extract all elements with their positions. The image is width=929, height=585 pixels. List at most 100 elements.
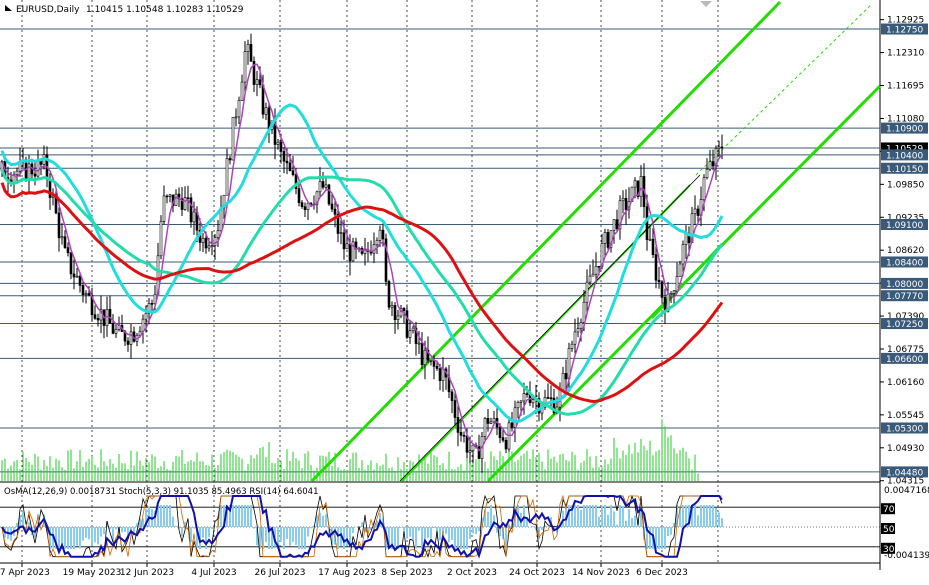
candle [168, 193, 172, 203]
price-level-tag-bg [881, 142, 928, 154]
time-axis-label: 12 Jun 2023 [120, 568, 174, 578]
price-level-tag-bg [881, 422, 928, 434]
candle-body [279, 141, 283, 152]
candle-body [141, 318, 145, 332]
candle-body [657, 279, 661, 283]
candle-body [450, 391, 454, 401]
candle-body [423, 349, 427, 366]
candle [78, 273, 82, 293]
osc-level-tag: 30 [881, 542, 895, 555]
candle [165, 194, 169, 204]
candle-body [351, 241, 355, 262]
candle-body [531, 399, 535, 404]
candle-body [225, 158, 229, 196]
price-axis-label: 1.12925 [887, 16, 924, 26]
candle [387, 279, 391, 310]
candle-body [576, 328, 580, 333]
candle-body [144, 312, 148, 320]
candle-body [138, 330, 142, 336]
candle [138, 326, 142, 337]
candle-body [561, 372, 565, 391]
candle [636, 180, 640, 200]
channel-bottom-segment [651, 243, 723, 319]
candle [243, 41, 247, 93]
candle [240, 74, 244, 101]
candle [114, 323, 118, 338]
candle [339, 219, 343, 245]
candle-body [645, 206, 649, 240]
candle [564, 359, 568, 393]
price-axis-label: 1.12310 [887, 49, 924, 59]
candle [63, 230, 67, 249]
candle [276, 139, 280, 150]
oscillator-pane: OsMA(12,26,9) 0.0018731 Stoch(5,3,3) 91.… [0, 486, 929, 561]
candle [180, 186, 184, 216]
candle-body [300, 202, 304, 207]
candle-body [456, 417, 460, 433]
candle-body [387, 281, 391, 308]
price-level-tag-bg [881, 318, 928, 330]
candle-body [75, 275, 79, 278]
candle-body [255, 79, 259, 85]
candle-body [510, 422, 514, 428]
candle [300, 200, 304, 209]
candle-body [237, 100, 241, 118]
candle [75, 268, 79, 278]
candle [477, 434, 481, 459]
price-axis-label: 1.04930 [887, 444, 924, 454]
price-axis-label: 1.11080 [887, 114, 924, 124]
candle [462, 431, 466, 443]
candle [426, 336, 430, 364]
candle-body [213, 237, 217, 246]
candle-body [303, 206, 307, 210]
price-level-tag-bg [881, 290, 928, 302]
candle-body [93, 314, 97, 319]
candle [108, 295, 112, 324]
candle-body [684, 233, 688, 245]
candle-body [708, 161, 712, 170]
candle [264, 102, 268, 121]
candle-body [183, 197, 187, 210]
candle-body [282, 151, 286, 162]
candle-body [633, 180, 637, 188]
candle [696, 205, 700, 224]
candle [618, 195, 622, 240]
candle-body [639, 176, 643, 197]
candle-body [492, 418, 496, 423]
osc-axis-bottom: -0.0041390 [884, 551, 929, 561]
candle [453, 390, 457, 426]
candle-body [15, 170, 19, 175]
candle [711, 149, 715, 171]
candle-body [579, 322, 583, 329]
candle-body [168, 194, 172, 197]
candle-body [66, 247, 70, 254]
candle [606, 229, 610, 250]
candle [660, 280, 664, 304]
candle [438, 364, 442, 391]
candle-body [165, 195, 169, 198]
candle-body [150, 303, 154, 305]
candle [648, 224, 652, 242]
scroll-indicator-icon [700, 1, 712, 7]
candle-body [291, 170, 295, 175]
price-level-tag: 1.05300 [881, 422, 928, 434]
candle-body [186, 197, 190, 200]
candle-body [549, 397, 553, 400]
candle-body [210, 245, 214, 247]
candle-body [339, 232, 343, 235]
candle-body [36, 159, 40, 177]
price-level-tag-bg [881, 352, 928, 364]
candle [93, 305, 97, 320]
price-axis-label: 1.09850 [887, 180, 924, 190]
candle-body [207, 245, 211, 249]
candle-body [372, 244, 376, 254]
candle [111, 314, 115, 335]
price-axis-label: 1.07390 [887, 312, 924, 322]
candle [297, 183, 301, 207]
candle [612, 219, 616, 244]
price-level-tag-bg [881, 149, 928, 161]
candle [489, 417, 493, 425]
price-level-tag-bg [881, 162, 928, 174]
